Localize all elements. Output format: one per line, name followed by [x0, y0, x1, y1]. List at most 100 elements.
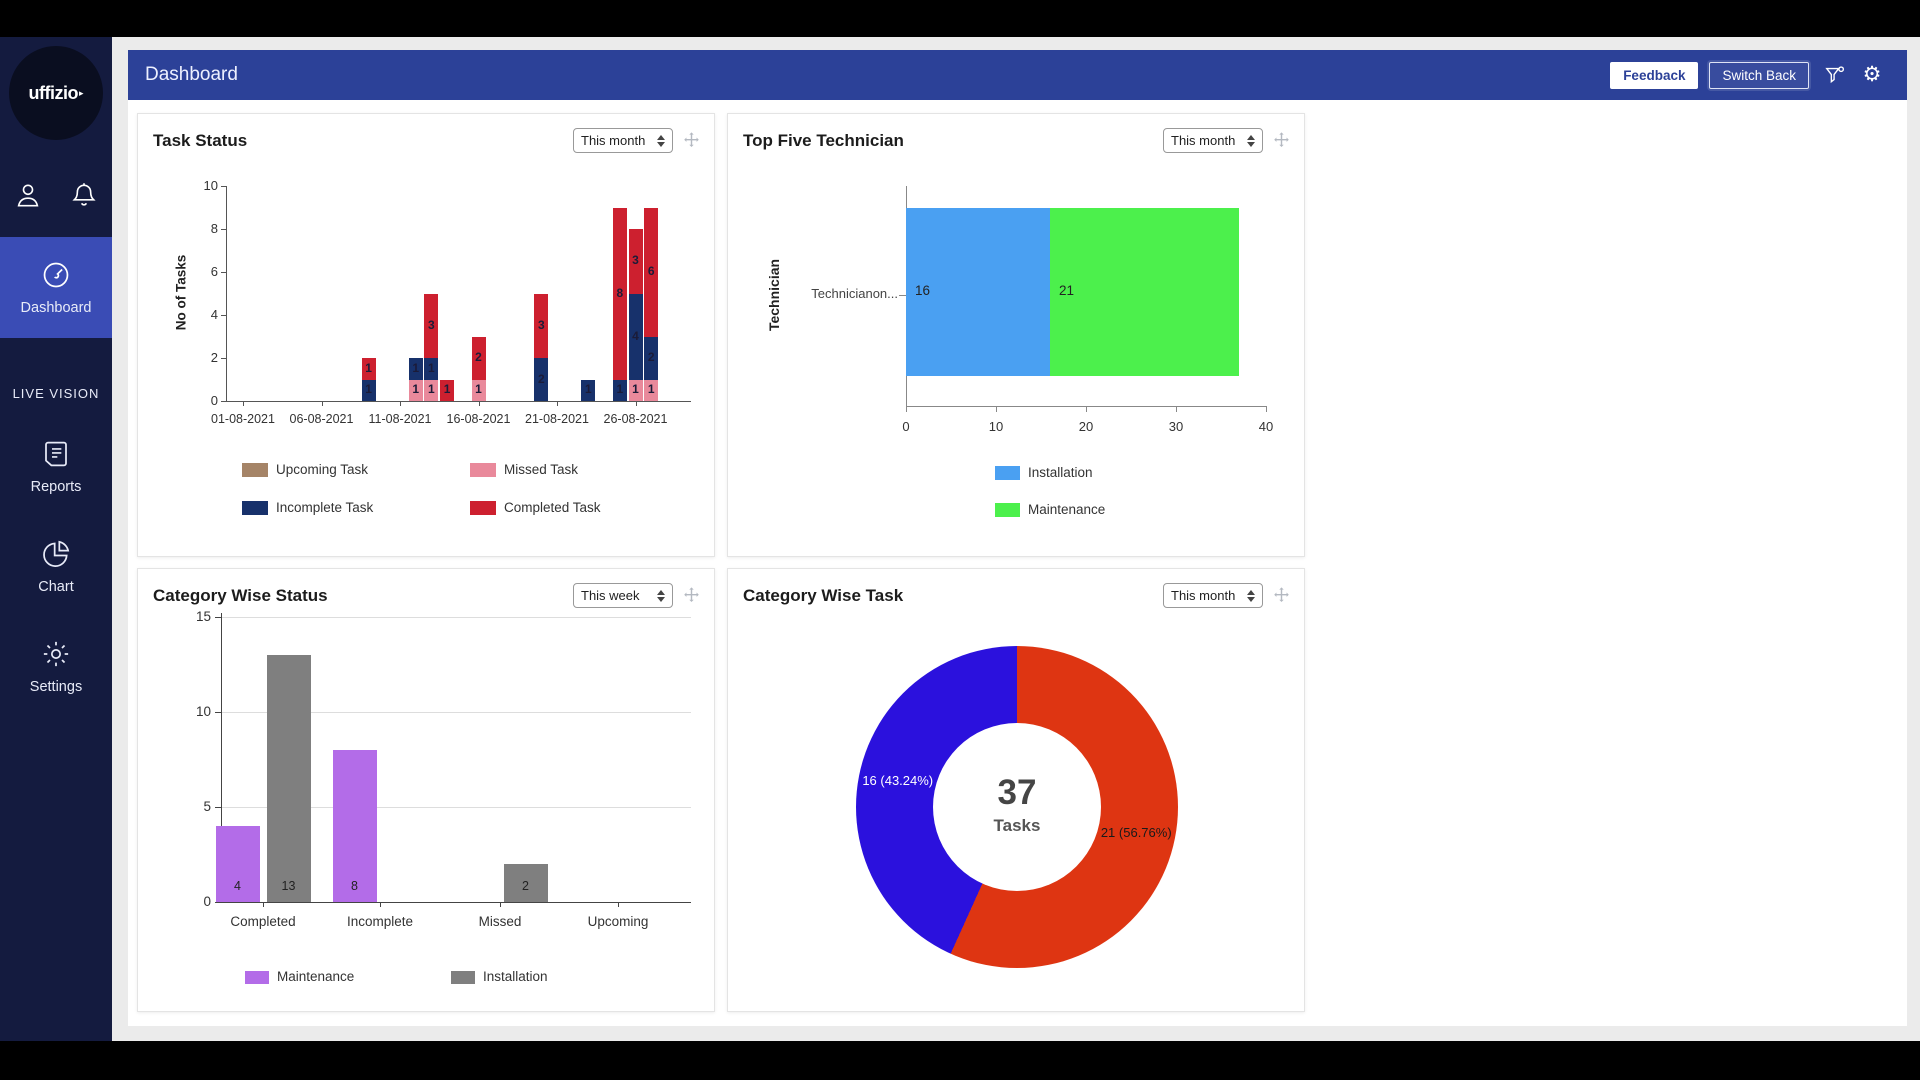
bar-segment[interactable] [644, 379, 659, 401]
sidebar-item-label: Reports [30, 478, 82, 495]
x-tick-label: 20 [1078, 419, 1094, 434]
bar[interactable] [266, 655, 311, 902]
bar-segment[interactable] [424, 293, 439, 358]
x-tick [996, 406, 997, 412]
logo-arrow-icon: ▸ [78, 87, 84, 98]
legend-label[interactable]: Missed Task [504, 462, 579, 477]
category-status-period-select[interactable]: This week [573, 583, 673, 608]
legend-label[interactable]: Incomplete Task [276, 500, 374, 515]
bar-segment[interactable] [628, 293, 643, 380]
move-drag-icon[interactable] [682, 586, 701, 605]
x-tick-label: 11-08-2021 [368, 412, 432, 426]
x-tick [1266, 406, 1267, 412]
sidebar-item-dashboard[interactable]: Dashboard [0, 237, 112, 338]
y-tick-label: 5 [203, 799, 211, 814]
legend-swatch[interactable] [995, 503, 1020, 517]
legend-swatch[interactable] [242, 501, 268, 515]
bar-segment[interactable] [906, 208, 1050, 376]
bar-segment[interactable] [408, 379, 423, 401]
bar-segment[interactable] [534, 358, 549, 401]
sidebar-item-live-vision[interactable]: LIVE VISION [12, 386, 100, 401]
bar-segment[interactable] [628, 379, 643, 401]
card-category-wise-status: Category Wise Status This week 0 5 10 15 Com… [137, 568, 715, 1012]
bar-value-label: 2 [475, 350, 482, 364]
legend-swatch[interactable] [470, 501, 496, 515]
legend-swatch[interactable] [242, 463, 268, 477]
x-tick [380, 902, 381, 907]
bar-value-label: 1 [365, 382, 372, 397]
legend-label[interactable]: Upcoming Task [276, 462, 369, 477]
legend-swatch[interactable] [995, 466, 1020, 480]
y-tick [221, 358, 226, 359]
x-tick [906, 406, 907, 412]
bar-segment[interactable] [1050, 208, 1239, 376]
task-status-period-select[interactable]: This month [573, 128, 673, 153]
bar-segment[interactable] [361, 358, 376, 380]
feedback-button[interactable]: Feedback [1610, 61, 1699, 89]
gridline [221, 807, 691, 808]
x-tick-label: 40 [1258, 419, 1274, 434]
bar-value-label: 2 [537, 371, 545, 386]
bar-value-label: 1 [616, 382, 624, 397]
bar[interactable] [215, 826, 260, 902]
legend-label[interactable]: Installation [1028, 465, 1093, 480]
legend-swatch[interactable] [245, 971, 269, 984]
move-drag-icon[interactable] [1272, 131, 1291, 150]
x-tick-label: 10 [988, 419, 1004, 434]
main-area: Dashboard Feedback Switch Back ⚙ Task St… [112, 37, 1920, 1041]
sidebar-item-settings[interactable]: Settings [0, 616, 112, 716]
bar-segment[interactable] [612, 379, 627, 401]
bar-segment[interactable] [471, 379, 486, 401]
bar[interactable] [332, 750, 377, 902]
bar-segment[interactable] [644, 207, 659, 337]
bar-segment[interactable] [440, 379, 455, 401]
filter-funnel-icon[interactable] [1824, 64, 1846, 86]
legend-swatch[interactable] [451, 971, 475, 984]
top-five-technician-chart: Technician Technicianon... 16 21 0 10 20 30 40 In… [728, 114, 1304, 556]
legend-label[interactable]: Completed Task [504, 500, 601, 515]
bar-value-label: 21 [1059, 283, 1075, 298]
gear-icon[interactable]: ⚙ [1862, 63, 1882, 86]
legend-label[interactable]: Installation [483, 969, 548, 984]
donut-total-label: Tasks [993, 816, 1041, 835]
bar-segment[interactable] [644, 336, 659, 380]
notifications-bell-icon[interactable] [69, 180, 99, 210]
sidebar-item-chart[interactable]: Chart [0, 516, 112, 616]
x-tick [321, 401, 323, 406]
legend-label[interactable]: Maintenance [277, 969, 355, 984]
x-tick-label: 26-08-2021 [603, 412, 668, 426]
x-tick-label: 0 [902, 419, 910, 434]
bar-segment[interactable] [628, 229, 643, 294]
bar-segment[interactable] [471, 336, 486, 380]
user-icon[interactable] [13, 180, 43, 210]
technician-period-select[interactable]: This month [1163, 128, 1263, 153]
switch-back-button[interactable]: Switch Back [1709, 61, 1809, 89]
app-logo[interactable]: uffizio ▸ [9, 46, 103, 140]
bar-segment[interactable] [612, 207, 627, 380]
legend-swatch[interactable] [470, 463, 496, 477]
bar-segment[interactable] [408, 358, 423, 380]
slice-label: 16 (43.24%) [862, 773, 934, 789]
move-drag-icon[interactable] [682, 131, 701, 150]
sidebar-item-reports[interactable]: Reports [0, 416, 112, 516]
legend-label[interactable]: Maintenance [1028, 502, 1106, 517]
y-tick-label: 15 [195, 609, 211, 624]
page-title: Dashboard [145, 64, 238, 85]
y-axis [221, 613, 222, 902]
bar-value-label: 16 [915, 283, 931, 298]
bar-segment[interactable] [424, 379, 439, 401]
bar-segment[interactable] [424, 358, 439, 380]
bar-segment[interactable] [581, 379, 596, 401]
x-tick [243, 401, 244, 406]
y-tick [215, 807, 221, 808]
x-tick [500, 902, 501, 907]
bar-segment[interactable] [534, 293, 549, 358]
bar[interactable] [503, 864, 548, 902]
y-tick-label: 2 [210, 350, 218, 365]
move-drag-icon[interactable] [1272, 586, 1291, 605]
bar-segment[interactable] [361, 379, 376, 401]
page-header: Dashboard Feedback Switch Back ⚙ [128, 50, 1907, 100]
x-tick [557, 401, 558, 406]
category-task-period-select[interactable]: This month [1163, 583, 1263, 608]
